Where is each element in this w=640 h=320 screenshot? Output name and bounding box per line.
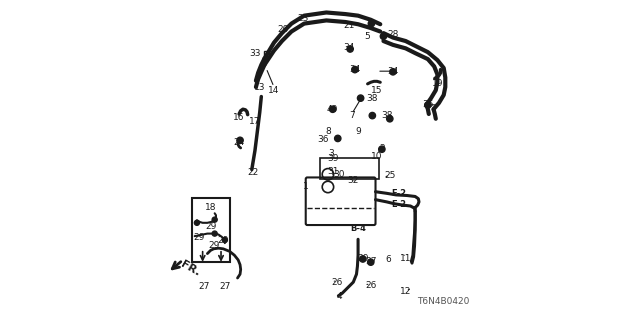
Text: 18: 18 (205, 203, 216, 212)
Text: 5: 5 (365, 32, 371, 41)
Text: 30: 30 (333, 170, 345, 179)
Text: 24: 24 (234, 138, 244, 147)
Text: 12: 12 (400, 287, 412, 296)
Text: 40: 40 (327, 105, 339, 114)
Circle shape (425, 102, 431, 108)
Text: 34: 34 (349, 65, 360, 74)
Circle shape (360, 256, 366, 262)
Text: 31: 31 (327, 167, 339, 176)
Text: FR.: FR. (179, 259, 202, 278)
Circle shape (222, 237, 227, 243)
Circle shape (379, 146, 385, 152)
Text: 29: 29 (205, 222, 216, 231)
Text: 16: 16 (234, 113, 245, 122)
Text: B-4: B-4 (350, 224, 366, 233)
Circle shape (347, 46, 353, 52)
Text: 27: 27 (198, 282, 210, 292)
Text: 27: 27 (219, 282, 230, 292)
Circle shape (335, 135, 341, 142)
Text: 10: 10 (371, 152, 383, 161)
Circle shape (330, 106, 336, 112)
Text: 8: 8 (325, 127, 331, 136)
Text: 23: 23 (297, 14, 308, 23)
Text: 4: 4 (336, 292, 342, 301)
Text: 37: 37 (365, 257, 376, 266)
Text: 29: 29 (194, 233, 205, 242)
Text: 39: 39 (327, 154, 339, 163)
Circle shape (352, 67, 358, 73)
Text: 15: 15 (371, 86, 383, 95)
Circle shape (387, 116, 393, 122)
Bar (264, 51, 269, 56)
Circle shape (367, 259, 374, 265)
Text: T6N4B0420: T6N4B0420 (417, 297, 469, 306)
Text: 17: 17 (249, 117, 260, 126)
Text: 38: 38 (367, 94, 378, 103)
Circle shape (369, 112, 376, 119)
Text: 3: 3 (328, 149, 334, 158)
Text: 20: 20 (278, 25, 289, 35)
Circle shape (212, 231, 217, 236)
Text: 26: 26 (332, 278, 343, 287)
Text: 29: 29 (208, 241, 220, 250)
Text: E-2: E-2 (392, 189, 407, 198)
Text: 11: 11 (400, 254, 412, 263)
Circle shape (380, 33, 387, 39)
Circle shape (357, 95, 364, 101)
Text: 1: 1 (303, 182, 308, 191)
Text: E-2: E-2 (392, 200, 407, 209)
Text: 7: 7 (349, 111, 355, 120)
Text: 21: 21 (343, 21, 354, 30)
Circle shape (212, 217, 217, 222)
Text: 2: 2 (379, 144, 385, 153)
Text: 13: 13 (254, 83, 266, 92)
Circle shape (237, 137, 243, 143)
Text: 6: 6 (385, 255, 391, 264)
Circle shape (195, 220, 200, 225)
Text: 26: 26 (365, 281, 376, 290)
Text: 34: 34 (387, 67, 399, 76)
Bar (191, 198, 230, 261)
Text: 34: 34 (343, 43, 354, 52)
Text: 38: 38 (381, 111, 392, 120)
Text: 28: 28 (387, 30, 399, 39)
Text: 14: 14 (268, 86, 280, 95)
Text: 32: 32 (348, 176, 359, 185)
Circle shape (390, 69, 396, 75)
Text: 33: 33 (249, 49, 260, 58)
Text: 39: 39 (357, 254, 369, 263)
Text: 9: 9 (355, 127, 361, 136)
Text: 29: 29 (218, 236, 229, 245)
Circle shape (368, 20, 374, 27)
Bar (320, 158, 379, 179)
Text: 19: 19 (431, 79, 443, 88)
Text: 35: 35 (422, 100, 434, 109)
Text: 22: 22 (248, 168, 259, 177)
Text: 36: 36 (317, 135, 329, 144)
Text: 25: 25 (384, 172, 396, 180)
